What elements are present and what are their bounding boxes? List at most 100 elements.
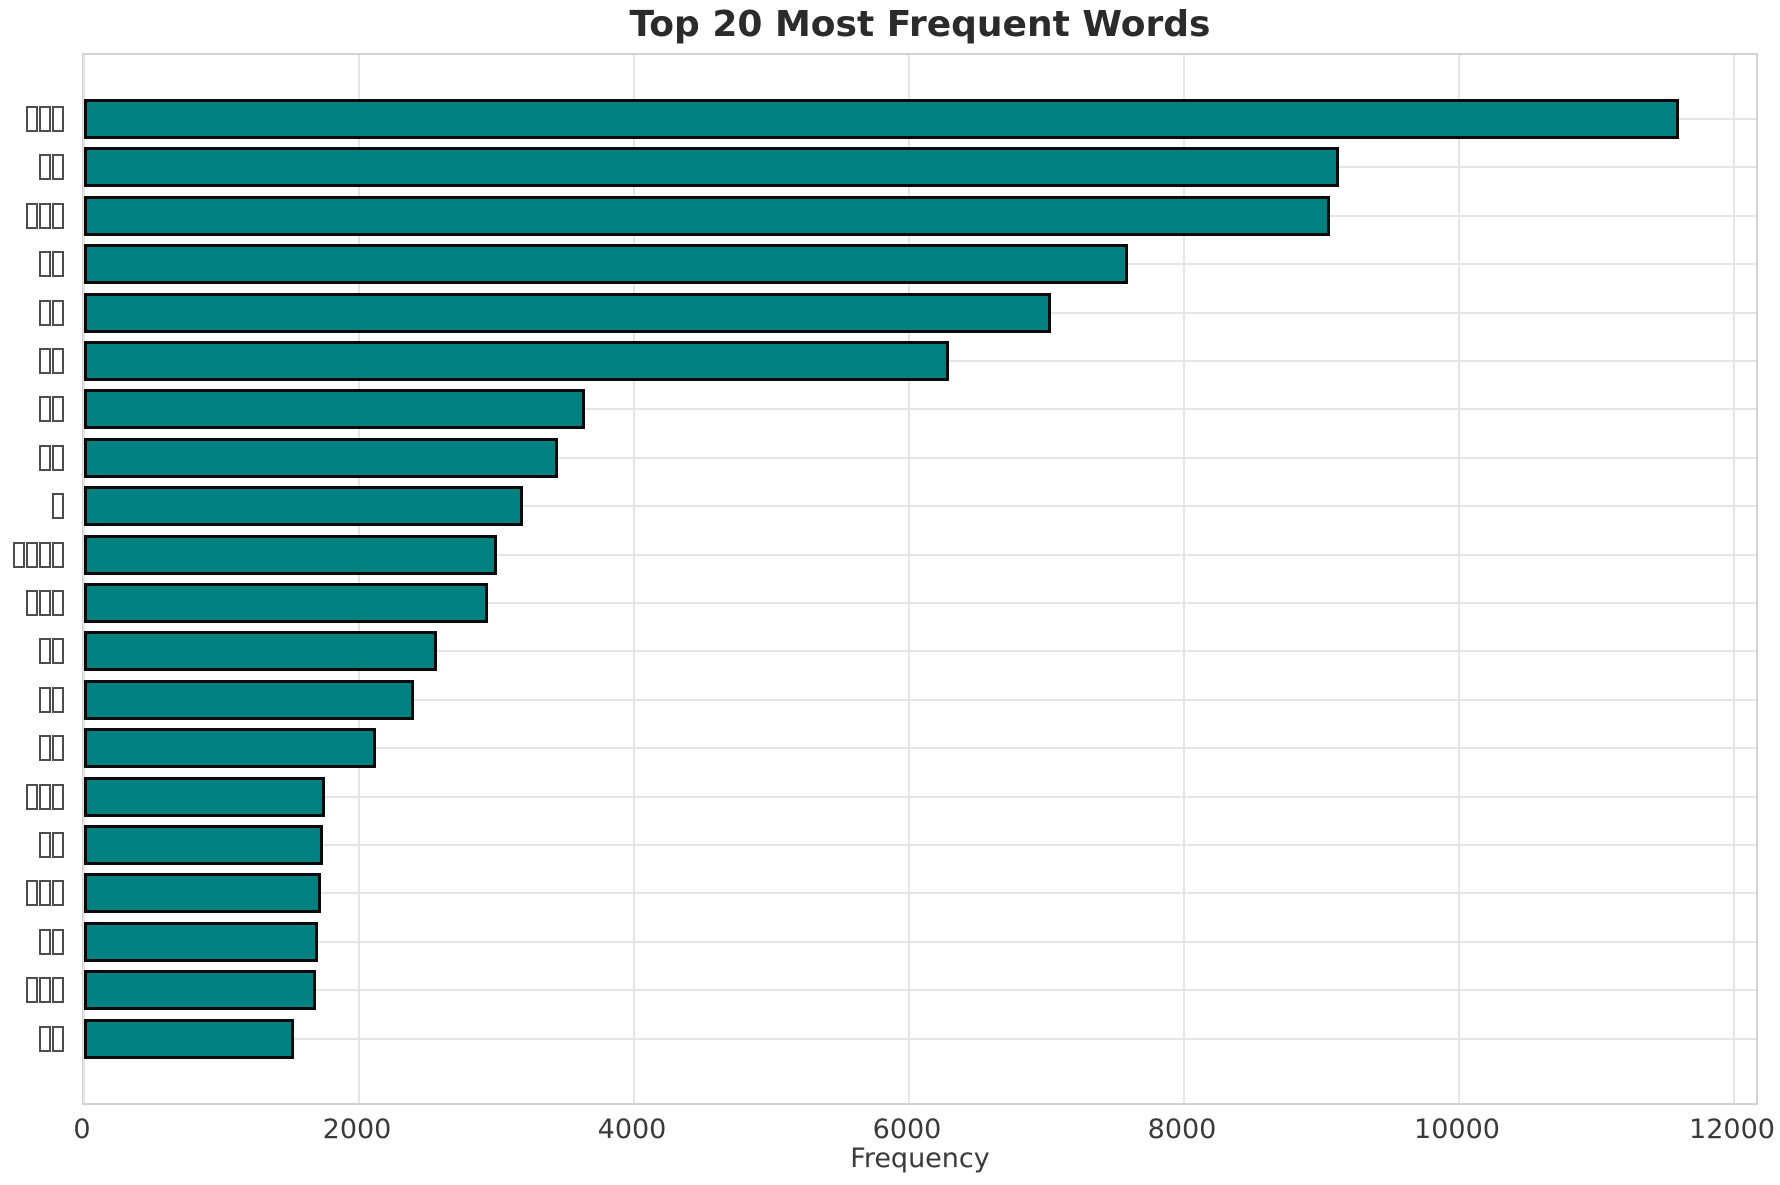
missing-glyph-box [39,251,51,278]
missing-glyph-box [52,541,64,568]
y-tick-label [0,631,64,671]
missing-glyph-box [52,202,64,229]
missing-glyph-box [52,832,64,858]
missing-glyph-box [39,880,51,907]
x-gridline [1458,55,1460,1103]
x-gridline [633,55,635,1103]
bar [84,437,558,478]
y-tick-label [0,99,64,139]
missing-glyph-box [52,735,64,762]
missing-glyph-box [52,396,64,423]
x-axis-title: Frequency [850,1143,990,1174]
y-gridline [84,940,1756,943]
x-tick-label: 2000 [322,1114,392,1145]
x-tick-label: 12000 [1689,1114,1775,1145]
x-gridline [358,55,360,1103]
y-tick-label [0,825,64,865]
missing-glyph-box [39,686,51,713]
x-tick-label: 6000 [872,1114,942,1145]
missing-glyph-box [52,299,64,326]
y-gridline [84,698,1756,701]
y-tick-label [0,486,64,526]
missing-glyph-box [26,202,38,229]
missing-glyph-box [39,396,51,423]
bar [84,970,316,1011]
y-gridline [84,747,1756,750]
y-tick-label [0,196,64,236]
x-gridline [1733,55,1735,1103]
y-gridline [84,553,1756,556]
missing-glyph-box [39,299,51,326]
missing-glyph-box [26,783,38,810]
y-tick-label [0,777,64,817]
missing-glyph-box [39,202,51,229]
bar [84,292,1051,333]
missing-glyph-box [52,638,64,665]
missing-glyph-box [52,106,64,132]
missing-glyph-box [52,493,64,520]
y-gridline [84,456,1756,459]
y-tick-label [0,147,64,187]
x-gridline [1183,55,1185,1103]
y-gridline [84,795,1756,798]
bar [84,776,325,817]
y-tick-label [0,1019,64,1059]
bar [84,195,1330,236]
y-tick-label [0,293,64,333]
missing-glyph-box [52,686,64,713]
missing-glyph-box [52,251,64,278]
missing-glyph-box [39,541,51,568]
missing-glyph-box [39,154,51,181]
missing-glyph-box [26,541,38,568]
y-tick-label [0,873,64,913]
y-gridline [84,1037,1756,1040]
y-tick-label [0,389,64,429]
missing-glyph-box [52,154,64,181]
missing-glyph-box [39,735,51,762]
y-tick-label [0,728,64,768]
x-tick-label: 8000 [1147,1114,1217,1145]
y-gridline [84,989,1756,992]
y-tick-label [0,244,64,284]
x-tick-label: 4000 [597,1114,667,1145]
bar [84,1018,294,1059]
y-tick-label [0,922,64,962]
missing-glyph-box [13,541,25,568]
y-gridline [84,602,1756,604]
bar [84,389,585,430]
missing-glyph-box [39,444,51,471]
x-gridline [83,55,85,1103]
missing-glyph-box [52,928,64,955]
y-tick-label [0,341,64,381]
bar [84,341,949,381]
y-gridline [84,892,1756,895]
bar [84,631,437,672]
missing-glyph-box [26,977,38,1004]
bar [84,99,1679,139]
bar [84,921,318,962]
y-gridline [84,505,1756,508]
x-tick-label: 0 [73,1114,91,1145]
bar [84,679,414,720]
bar [84,147,1339,188]
missing-glyph-box [52,977,64,1004]
bar [84,534,497,575]
missing-glyph-box [39,638,51,665]
missing-glyph-box [39,832,51,858]
y-tick-label [0,970,64,1010]
y-tick-label [0,438,64,478]
missing-glyph-box [26,880,38,907]
missing-glyph-box [52,348,64,374]
y-tick-label [0,583,64,623]
missing-glyph-box [39,1025,51,1052]
bar [84,244,1128,285]
missing-glyph-box [39,106,51,132]
missing-glyph-box [39,977,51,1004]
y-tick-label [0,680,64,720]
y-gridline [84,650,1756,653]
missing-glyph-box [26,106,38,132]
missing-glyph-box [52,590,64,616]
y-gridline [84,844,1756,846]
missing-glyph-box [39,348,51,374]
